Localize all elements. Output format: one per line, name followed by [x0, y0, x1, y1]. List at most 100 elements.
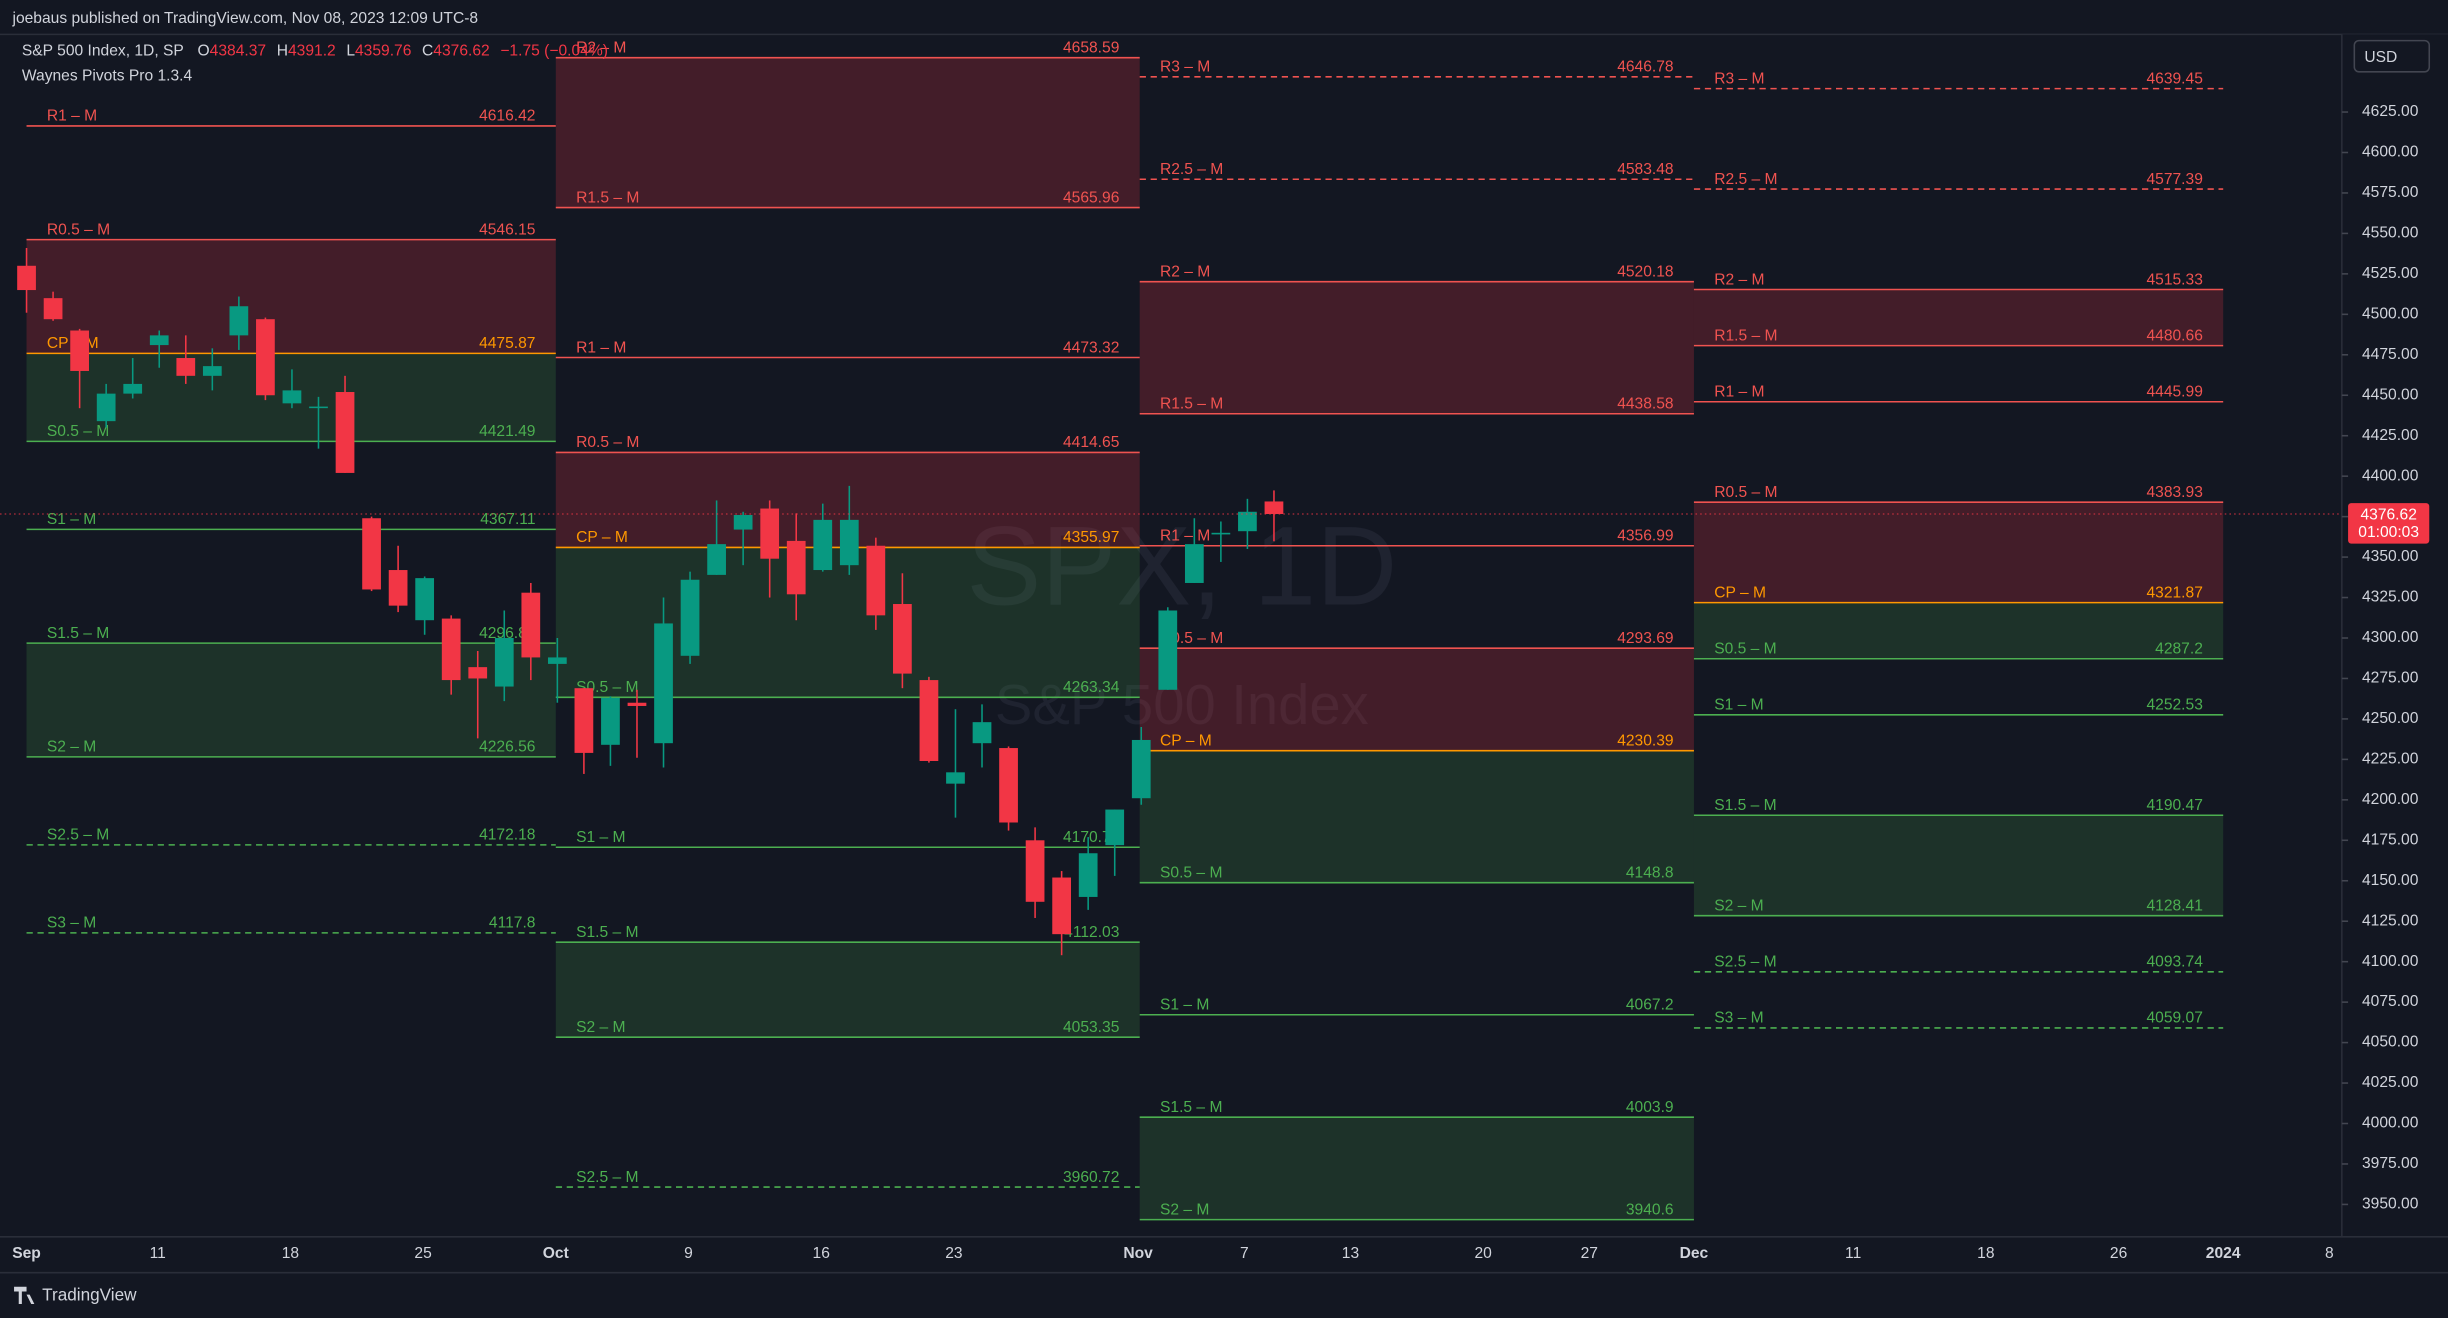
y-tick-label: 4200.00	[2362, 791, 2419, 808]
pivot-value: 4646.78	[1617, 59, 1673, 76]
price-tag-value: 4376.62	[2360, 507, 2416, 524]
candle-body	[946, 772, 965, 784]
candle-body	[1131, 739, 1151, 799]
pivot-name: R2.5 – M	[1714, 171, 1777, 188]
pivot-value: 4252.53	[2146, 697, 2202, 714]
y-tick-label: 4450.00	[2362, 386, 2419, 403]
pivot-value: 3960.72	[1063, 1169, 1119, 1186]
pivot-value: 4383.93	[2146, 484, 2202, 501]
candle-body	[707, 544, 726, 575]
symbol-legend: S&P 500 Index, 1D, SP O4384.37 H4391.2 L…	[22, 43, 608, 60]
pivot-name: R0.5 – M	[1714, 484, 1777, 501]
pivot-zone	[1693, 815, 2224, 916]
y-tick-label: 4550.00	[2362, 225, 2419, 242]
x-tick-label: 2024	[2206, 1245, 2241, 1262]
x-tick-label: 20	[1474, 1245, 1492, 1262]
y-tick-label: 4175.00	[2362, 831, 2419, 848]
y-tick-label: 4600.00	[2362, 144, 2419, 161]
change: −1.75 (−0.04%)	[500, 43, 608, 60]
pivot-zone	[1693, 602, 2224, 659]
pivot-name: S3 – M	[47, 915, 96, 932]
o-value: 4384.37	[210, 43, 266, 60]
y-tick-label: 4350.00	[2362, 548, 2419, 565]
currency[interactable]: USD	[2364, 49, 2397, 66]
pivot-name: S1.5 – M	[1160, 1099, 1222, 1116]
candle-body	[839, 519, 859, 566]
pivot-zone	[1139, 750, 1694, 883]
pivot-value: 4117.8	[489, 915, 536, 932]
y-tick-label: 4525.00	[2362, 265, 2419, 282]
currency-button[interactable]	[2353, 39, 2431, 73]
candle-body	[893, 604, 912, 674]
pivot-name: R3 – M	[1160, 59, 1210, 76]
y-tick-label: 4475.00	[2362, 346, 2419, 363]
pivot-zone	[555, 57, 1140, 208]
candle-body	[574, 688, 594, 753]
pivot-zone	[555, 547, 1140, 698]
candle-body	[760, 508, 780, 559]
candle-body	[1025, 840, 1045, 902]
y-tick-label: 4050.00	[2362, 1034, 2419, 1051]
pivot-value: 4170.71	[1063, 829, 1119, 846]
x-tick-label: 9	[684, 1245, 693, 1262]
y-tick-label: 4150.00	[2362, 872, 2419, 889]
pivot-value: 4658.59	[1063, 39, 1119, 56]
y-tick-label: 4025.00	[2362, 1074, 2419, 1091]
pivot-name: S0.5 – M	[1714, 640, 1776, 657]
y-tick-label: 4575.00	[2362, 184, 2419, 201]
watermark-name: S&P 500 Index	[995, 673, 1369, 736]
pivot-value: 4093.74	[2146, 954, 2203, 971]
x-tick-label: Oct	[543, 1245, 569, 1262]
candle-body	[654, 623, 673, 744]
pivot-name: R1 – M	[576, 339, 626, 356]
pivot-zone	[26, 643, 556, 757]
pivot-value: 4172.18	[479, 827, 535, 844]
pivot-name: R1 – M	[1714, 383, 1764, 400]
pivot-value: 4230.39	[1617, 732, 1673, 749]
pivot-value: 4577.39	[2146, 171, 2202, 188]
pivot-name: S2 – M	[576, 1019, 625, 1036]
pivot-name: R2.5 – M	[1160, 161, 1223, 178]
x-tick-label: 7	[1240, 1245, 1249, 1262]
pivot-value: 4226.56	[479, 739, 535, 756]
publisher: joebaus published on TradingView.com, No…	[11, 10, 478, 27]
x-tick-label: Sep	[12, 1245, 41, 1262]
candle-body	[1158, 610, 1178, 690]
candle-body	[229, 306, 249, 336]
o-label: O	[198, 43, 210, 60]
candle-body	[972, 722, 992, 744]
x-tick-label: Dec	[1680, 1245, 1709, 1262]
pivot-name: S1 – M	[576, 829, 625, 846]
pivot-zone	[26, 239, 556, 354]
pivot-name: CP – M	[576, 529, 628, 546]
pivot-value: 4128.41	[2146, 897, 2202, 914]
candle-body	[494, 638, 514, 687]
candle-body	[149, 335, 169, 346]
y-tick-label: 4500.00	[2362, 305, 2419, 322]
pivot-name: S1.5 – M	[47, 625, 109, 642]
y-tick-label: 3950.00	[2362, 1196, 2419, 1213]
pivot-zone	[555, 942, 1140, 1038]
x-tick-label: 11	[1845, 1245, 1861, 1262]
pivot-value: 4438.58	[1617, 395, 1673, 412]
time-axis	[0, 1236, 2448, 1318]
pivot-value: 4445.99	[2146, 383, 2202, 400]
pivot-value: 3940.6	[1626, 1201, 1674, 1218]
candle-body	[441, 618, 461, 681]
indicator-name: Waynes Pivots Pro 1.3.4	[22, 68, 193, 85]
candle-body	[335, 392, 355, 473]
pivot-value: 4583.48	[1617, 161, 1673, 178]
candle-body	[96, 393, 116, 422]
c-label: C	[422, 43, 433, 60]
logo	[14, 1286, 35, 1304]
pivot-name: S1 – M	[1160, 997, 1209, 1014]
pivot-name: R1.5 – M	[576, 189, 639, 206]
pivot-value: 4639.45	[2146, 70, 2203, 87]
pivot-zone	[1693, 502, 2224, 603]
candle-body	[733, 515, 753, 530]
candle-body	[1264, 501, 1284, 515]
y-tick-label: 4075.00	[2362, 993, 2419, 1010]
pivot-name: S1 – M	[47, 511, 96, 528]
x-tick-label: 8	[2325, 1245, 2334, 1262]
